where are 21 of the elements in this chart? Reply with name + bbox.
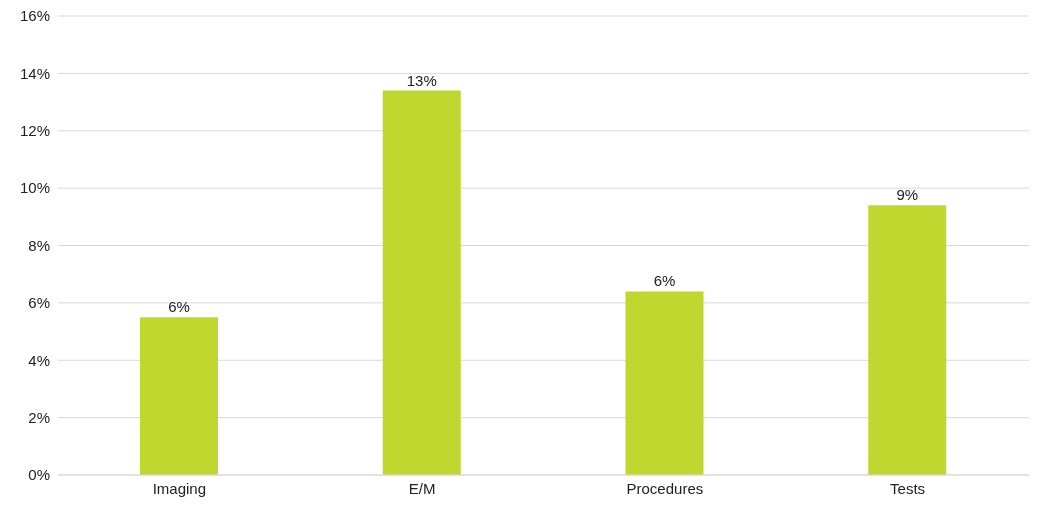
data-label: 13% xyxy=(406,71,437,89)
y-tick-label: 0% xyxy=(28,466,50,484)
x-tick-label: E/M xyxy=(408,479,436,497)
bar xyxy=(868,205,947,475)
y-tick-label: 16% xyxy=(19,7,50,25)
data-label: 6% xyxy=(168,298,190,316)
bar xyxy=(140,317,218,475)
y-tick-label: 4% xyxy=(28,351,50,369)
y-tick-label: 2% xyxy=(28,408,50,426)
x-tick-label: Procedures xyxy=(626,479,704,497)
data-label: 9% xyxy=(896,186,919,204)
y-tick-label: 8% xyxy=(28,236,50,254)
y-tick-label: 14% xyxy=(19,64,50,82)
bar xyxy=(625,291,704,475)
data-label: 6% xyxy=(653,272,676,290)
x-tick-label: Imaging xyxy=(152,479,207,497)
bar xyxy=(382,90,461,475)
y-tick-label: 12% xyxy=(19,122,50,140)
x-tick-label: Tests xyxy=(890,479,926,497)
y-tick-label: 6% xyxy=(28,294,50,312)
y-tick-label: 10% xyxy=(19,179,50,197)
